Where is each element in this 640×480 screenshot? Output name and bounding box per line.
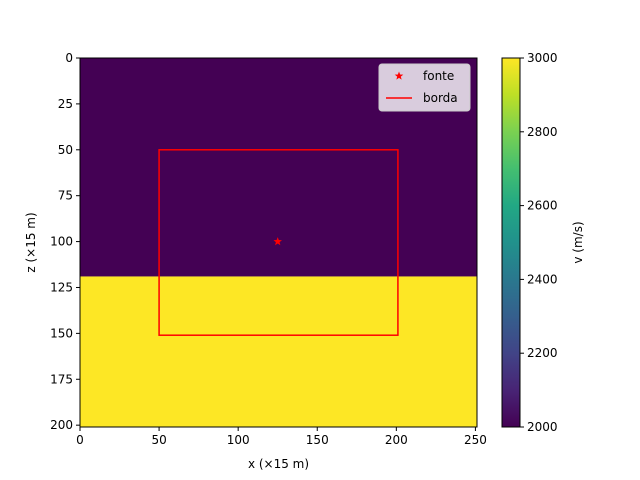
colorbar-tick-label: 2200: [527, 346, 558, 360]
x-tick-label: 150: [306, 433, 329, 447]
x-axis-label: x (×15 m): [248, 457, 309, 471]
y-tick-label: 50: [58, 143, 73, 157]
y-tick-label: 25: [58, 97, 73, 111]
borda-rectangle: [158, 149, 399, 336]
colorbar: 2000 2200 2400 2600 2800 3000 v (m/s): [501, 51, 585, 434]
colorbar-tick-label: 2000: [527, 420, 558, 434]
y-tick-label: 200: [50, 418, 73, 432]
y-tick-label: 75: [58, 189, 73, 203]
legend-label-fonte: fonte: [423, 69, 454, 83]
legend-label-borda: borda: [423, 91, 458, 105]
colorbar-tick-label: 2800: [527, 125, 558, 139]
y-tick-label: 150: [50, 326, 73, 340]
x-tick-label: 100: [227, 433, 250, 447]
overlays: [158, 149, 399, 336]
y-tick-label: 175: [50, 372, 73, 386]
y-axis-ticks: 0 25 50 75 100 125 150 175 200: [50, 51, 80, 432]
colorbar-label: v (m/s): [571, 221, 585, 263]
plot-frame: [79, 57, 478, 428]
y-tick-label: 100: [50, 235, 73, 249]
y-tick-label: 0: [65, 51, 73, 65]
y-tick-label: 125: [50, 280, 73, 294]
x-tick-label: 200: [385, 433, 408, 447]
velocity-layer-1: [80, 276, 477, 427]
colorbar-tick-label: 2600: [527, 199, 558, 213]
x-axis-ticks: 0 50 100 150 200 250: [76, 427, 487, 447]
y-axis-label: z (×15 m): [24, 212, 38, 272]
x-tick-label: 0: [76, 433, 84, 447]
colorbar-tick-label: 3000: [527, 51, 558, 65]
fonte-star-marker: [273, 237, 282, 246]
legend-fonte-marker: [394, 71, 404, 80]
legend: fonte borda: [378, 63, 471, 112]
x-tick-label: 250: [464, 433, 487, 447]
x-tick-label: 50: [151, 433, 166, 447]
colorbar-tick-label: 2400: [527, 272, 558, 286]
colorbar-gradient: [501, 57, 521, 428]
